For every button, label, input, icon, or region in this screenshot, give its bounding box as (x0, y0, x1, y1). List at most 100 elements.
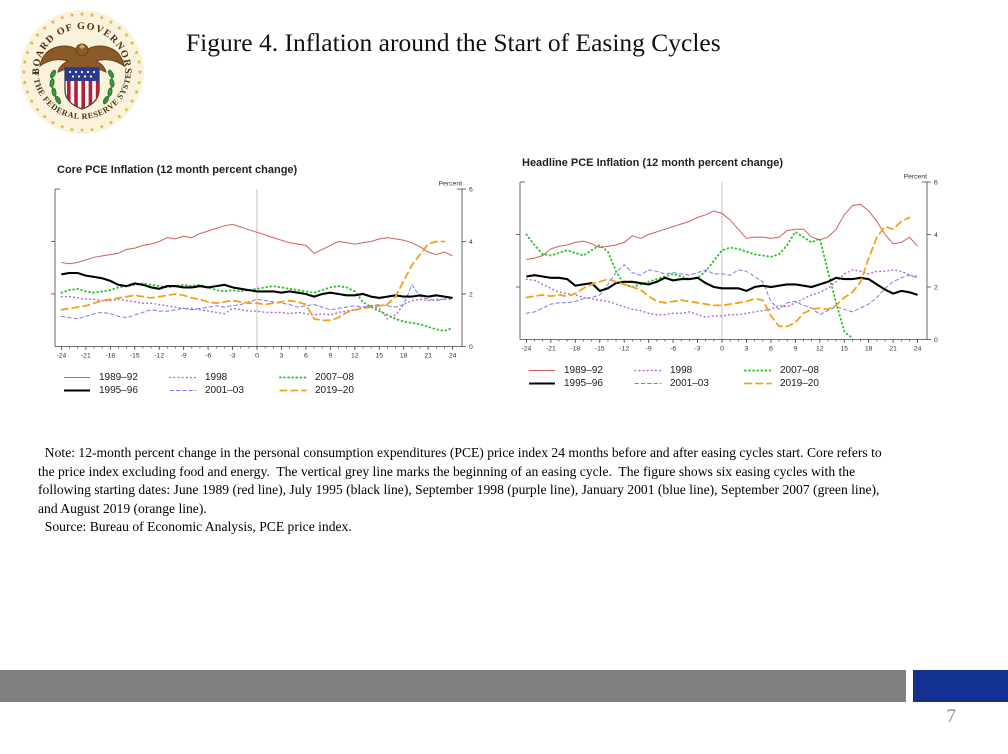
svg-text:-24: -24 (521, 346, 531, 353)
legend-swatch (64, 377, 90, 378)
svg-text:★: ★ (25, 89, 30, 96)
legend-label: 2001–03 (205, 385, 244, 396)
note-line: following starting dates: June 1989 (red… (38, 482, 880, 497)
page-number: 7 (946, 706, 957, 727)
legend-swatch (169, 376, 197, 379)
note-line: and August 2019 (orange line). (38, 500, 207, 516)
seal-star-ring: ★★★★★★★★★★★★★★★★★★★★★★★★★★ ★ ★ ★ ★★★★★★★ (21, 11, 142, 134)
svg-text:★: ★ (35, 32, 40, 39)
series-line-1995–96 (526, 274, 918, 296)
svg-text:★: ★ (25, 49, 30, 56)
svg-text:★: ★ (42, 25, 47, 32)
seal-shield (64, 67, 100, 110)
footer-gray-bar (0, 670, 906, 702)
svg-text:-18: -18 (570, 346, 580, 353)
seal-laurel-branches (49, 69, 115, 105)
svg-text:-6: -6 (205, 353, 211, 360)
series-line-2007–08 (525, 230, 854, 340)
legend-label: 1995–96 (564, 378, 603, 389)
svg-text:-24: -24 (56, 353, 66, 360)
svg-text:0: 0 (934, 337, 938, 344)
svg-text:4: 4 (934, 232, 938, 239)
series-line-2001–03 (60, 283, 454, 320)
svg-text:★: ★ (99, 15, 104, 22)
svg-text:★: ★ (117, 25, 122, 32)
svg-text:★: ★ (117, 114, 122, 121)
series-line-1998 (525, 269, 919, 318)
note-line: Source: Bureau of Economic Analysis, PCE… (38, 519, 352, 534)
legend-label: 1998 (670, 365, 693, 376)
chart-legend: 1989–92 1998 2007–08 1995–96 2001–03 2019–20 (62, 371, 502, 397)
svg-text:★: ★ (50, 19, 55, 26)
svg-text:9: 9 (328, 353, 332, 360)
svg-text:3: 3 (745, 346, 749, 353)
legend-label: 2007–08 (780, 365, 819, 376)
svg-text:15: 15 (840, 346, 848, 353)
note-text: Note: 12-month percent change in the per… (38, 444, 940, 537)
legend-item-1989–92: 1989–92 (62, 371, 168, 384)
svg-text:-6: -6 (670, 346, 676, 353)
svg-text:-9: -9 (181, 353, 187, 360)
legend-swatch (744, 369, 772, 372)
svg-text:-18: -18 (105, 353, 115, 360)
svg-text:6: 6 (304, 353, 308, 360)
svg-text:★: ★ (69, 12, 74, 19)
svg-text:18: 18 (865, 346, 873, 353)
svg-text:-15: -15 (595, 346, 605, 353)
svg-text:★: ★ (79, 11, 84, 18)
svg-text:★: ★ (130, 40, 135, 47)
svg-text:★: ★ (35, 106, 40, 113)
svg-text:-15: -15 (130, 353, 140, 360)
legend-label: 1998 (205, 372, 228, 383)
svg-text:-3: -3 (230, 353, 236, 360)
legend-label: 2007–08 (315, 372, 354, 383)
svg-text:★: ★ (89, 126, 94, 133)
legend-item-2007–08: 2007–08 (743, 364, 845, 377)
svg-text:-9: -9 (646, 346, 652, 353)
svg-text:★: ★ (29, 98, 34, 105)
legend-label: 2001–03 (670, 378, 709, 389)
svg-text:-12: -12 (619, 346, 629, 353)
svg-text:★: ★ (136, 79, 141, 86)
svg-text:12: 12 (816, 346, 824, 353)
svg-text:6: 6 (769, 346, 773, 353)
svg-text:6: 6 (934, 179, 938, 186)
svg-text:-21: -21 (81, 353, 91, 360)
svg-text:★: ★ (108, 19, 113, 26)
legend-item-1998: 1998 (633, 364, 743, 377)
legend-swatch (634, 369, 662, 372)
svg-text:12: 12 (351, 353, 359, 360)
svg-text:24: 24 (449, 353, 457, 360)
svg-text:6: 6 (469, 186, 473, 193)
svg-text:★: ★ (134, 49, 139, 56)
legend-swatch (529, 382, 555, 385)
legend-swatch (279, 389, 307, 392)
svg-text:-12: -12 (154, 353, 164, 360)
svg-text:★: ★ (59, 15, 64, 22)
legend-label: 1989–92 (564, 365, 603, 376)
chart-title: Core PCE Inflation (12 month percent cha… (57, 164, 298, 176)
svg-text:★: ★ (79, 127, 84, 134)
svg-text:★: ★ (50, 119, 55, 126)
svg-text:★: ★ (124, 32, 129, 39)
legend-item-2019–20: 2019–20 (278, 384, 380, 397)
svg-text:0: 0 (469, 344, 473, 351)
series-line-2019–20 (525, 216, 911, 328)
svg-text:★: ★ (89, 12, 94, 19)
svg-text:Percent: Percent (439, 181, 463, 188)
svg-text:★: ★ (108, 119, 113, 126)
svg-text:★: ★ (130, 98, 135, 105)
svg-text:21: 21 (424, 353, 432, 360)
series-line-1989–92 (61, 223, 453, 265)
svg-text:0: 0 (255, 353, 259, 360)
note-line: the price index excluding food and energ… (38, 463, 856, 479)
svg-text:21: 21 (889, 346, 897, 353)
svg-text:★: ★ (29, 40, 34, 47)
legend-item-2019–20: 2019–20 (743, 377, 845, 390)
svg-text:Percent: Percent (904, 174, 928, 181)
svg-text:3: 3 (280, 353, 284, 360)
legend-item-2001–03: 2001–03 (633, 377, 743, 390)
svg-text:0: 0 (720, 346, 724, 353)
